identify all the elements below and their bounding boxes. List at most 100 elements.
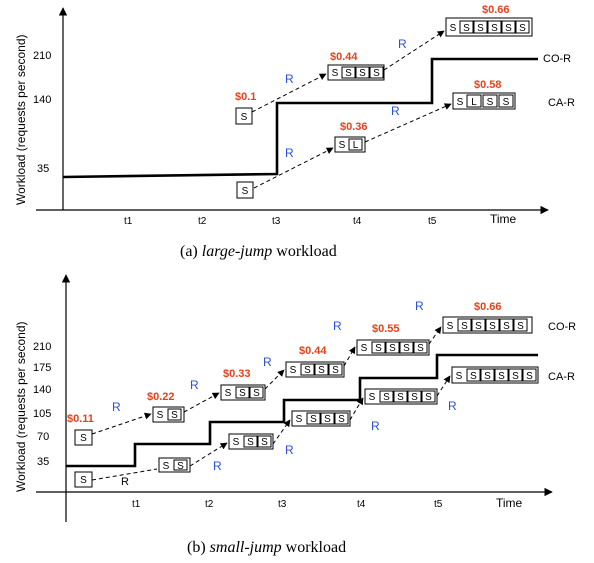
panel-a: Workload (requests per second) Time 35 1…	[14, 4, 575, 260]
panel-b-ytick: 35	[37, 456, 49, 468]
svg-text:S: S	[253, 388, 260, 399]
panel-b-r-label: R	[263, 355, 272, 369]
panel-b-r-label: R	[213, 459, 222, 473]
panel-b-caption: (b) small-jump workload	[187, 539, 346, 556]
svg-text:S: S	[461, 321, 468, 332]
panel-b-r-label: R	[285, 443, 294, 457]
panel-a-xtick: t5	[428, 216, 437, 227]
svg-text:S: S	[338, 414, 345, 425]
svg-text:L: L	[353, 140, 359, 151]
svg-text:S: S	[477, 23, 484, 34]
panel-b-co-arrow-3	[264, 369, 285, 390]
svg-text:S: S	[324, 414, 331, 425]
panel-a-ytick: 35	[37, 163, 49, 175]
panel-a-ytick: 140	[33, 94, 51, 106]
svg-text:S: S	[247, 437, 254, 448]
svg-text:S: S	[177, 461, 184, 472]
panel-b-co-box-2: S S	[152, 406, 185, 423]
panel-a-xtick: t2	[198, 216, 207, 227]
panel-b-ca-arrow-2	[189, 442, 228, 467]
svg-text:S: S	[519, 23, 526, 34]
svg-text:S: S	[318, 365, 325, 376]
panel-a-r-label: R	[285, 72, 294, 86]
svg-text:S: S	[463, 23, 470, 34]
svg-text:S: S	[498, 371, 505, 382]
panel-b-ytick: 70	[37, 431, 49, 443]
panel-b-ca-box-3: S S S	[228, 433, 274, 450]
panel-b: Workload (requests per second) Time 35 7…	[14, 274, 576, 556]
panel-b-co-box-3: S S S	[220, 384, 266, 401]
svg-text:S: S	[403, 343, 410, 354]
panel-a-y-label: Workload (requests per second)	[14, 34, 28, 205]
svg-text:S: S	[450, 23, 457, 34]
svg-text:S: S	[290, 365, 297, 376]
svg-text:S: S	[369, 392, 376, 403]
svg-text:S: S	[517, 321, 524, 332]
panel-a-workload-line	[62, 57, 538, 179]
panel-b-r-label: R	[448, 399, 457, 413]
panel-b-r-label: R	[333, 319, 342, 333]
svg-text:S: S	[80, 433, 87, 444]
panel-b-co-arrow-2	[183, 392, 220, 413]
panel-a-xtick: t1	[124, 216, 133, 227]
svg-text:S: S	[361, 343, 368, 354]
panel-a-co-box-2: S S S S	[327, 64, 385, 81]
svg-text:S: S	[261, 437, 268, 448]
panel-a-x-label: Time	[490, 212, 517, 226]
svg-text:S: S	[80, 475, 87, 486]
panel-b-ca-box-2: S S	[158, 457, 191, 473]
svg-text:S: S	[296, 414, 303, 425]
panel-b-r-label: R	[121, 476, 129, 488]
panel-b-co-arrow-5	[428, 326, 442, 345]
panel-b-ca-arrow-5	[436, 375, 451, 397]
panel-b-price: $0.55	[372, 323, 400, 335]
svg-text:S: S	[457, 97, 464, 108]
panel-b-r-label: R	[112, 400, 121, 414]
panel-b-ca-box-5: S S S S S	[364, 388, 438, 405]
svg-text:S: S	[359, 68, 366, 79]
panel-a-ca-box-1: S	[236, 181, 254, 199]
svg-text:S: S	[505, 23, 512, 34]
panel-b-price: $0.22	[147, 391, 175, 403]
panel-b-co-box-5: S S S S S	[356, 339, 430, 356]
svg-text:S: S	[512, 371, 519, 382]
svg-text:S: S	[239, 388, 246, 399]
panel-a-price: $0.66	[482, 4, 510, 16]
svg-text:S: S	[526, 371, 533, 382]
svg-text:L: L	[471, 97, 477, 108]
panel-b-xtick: t2	[205, 499, 214, 510]
panel-b-co-box-6: S S S S S S	[442, 316, 533, 334]
panel-b-xtick: t1	[132, 499, 141, 510]
panel-a-co-arrow-2	[383, 30, 445, 71]
svg-text:S: S	[487, 97, 494, 108]
svg-text:S: S	[489, 321, 496, 332]
panel-a-ca-box-2: S L	[334, 136, 366, 153]
svg-text:S: S	[332, 365, 339, 376]
panel-b-price: $0.33	[223, 368, 251, 380]
panel-b-r-label: R	[371, 419, 380, 433]
panel-a-label-co-r: CO-R	[543, 53, 571, 65]
svg-text:S: S	[411, 392, 418, 403]
panel-b-xtick: t4	[357, 499, 366, 510]
panel-a-caption: (a) large-jump workload	[180, 243, 337, 260]
panel-b-y-label: Workload (requests per second)	[14, 321, 28, 492]
panel-b-label-co-r: CO-R	[548, 321, 576, 333]
panel-b-ca-box-6: S S S S S S	[451, 366, 539, 384]
svg-text:S: S	[456, 371, 463, 382]
panel-b-ca-arrow-4	[349, 397, 364, 421]
svg-text:S: S	[447, 321, 454, 332]
panel-a-r-label: R	[391, 104, 400, 118]
svg-text:S: S	[310, 414, 317, 425]
panel-a-r-label: R	[285, 146, 294, 160]
panel-b-xtick: t3	[278, 499, 287, 510]
panel-a-xtick: t4	[353, 216, 362, 227]
panel-b-x-label: Time	[496, 496, 523, 510]
svg-text:S: S	[503, 321, 510, 332]
panel-a-ca-box-3: S L S S	[452, 92, 516, 110]
svg-text:S: S	[484, 371, 491, 382]
panel-b-co-arrow-1	[91, 412, 152, 435]
panel-b-co-arrow-4	[343, 346, 356, 367]
panel-b-price: $0.66	[474, 301, 502, 313]
panel-a-price: $0.58	[474, 79, 502, 91]
panel-b-ytick: 105	[33, 408, 51, 420]
